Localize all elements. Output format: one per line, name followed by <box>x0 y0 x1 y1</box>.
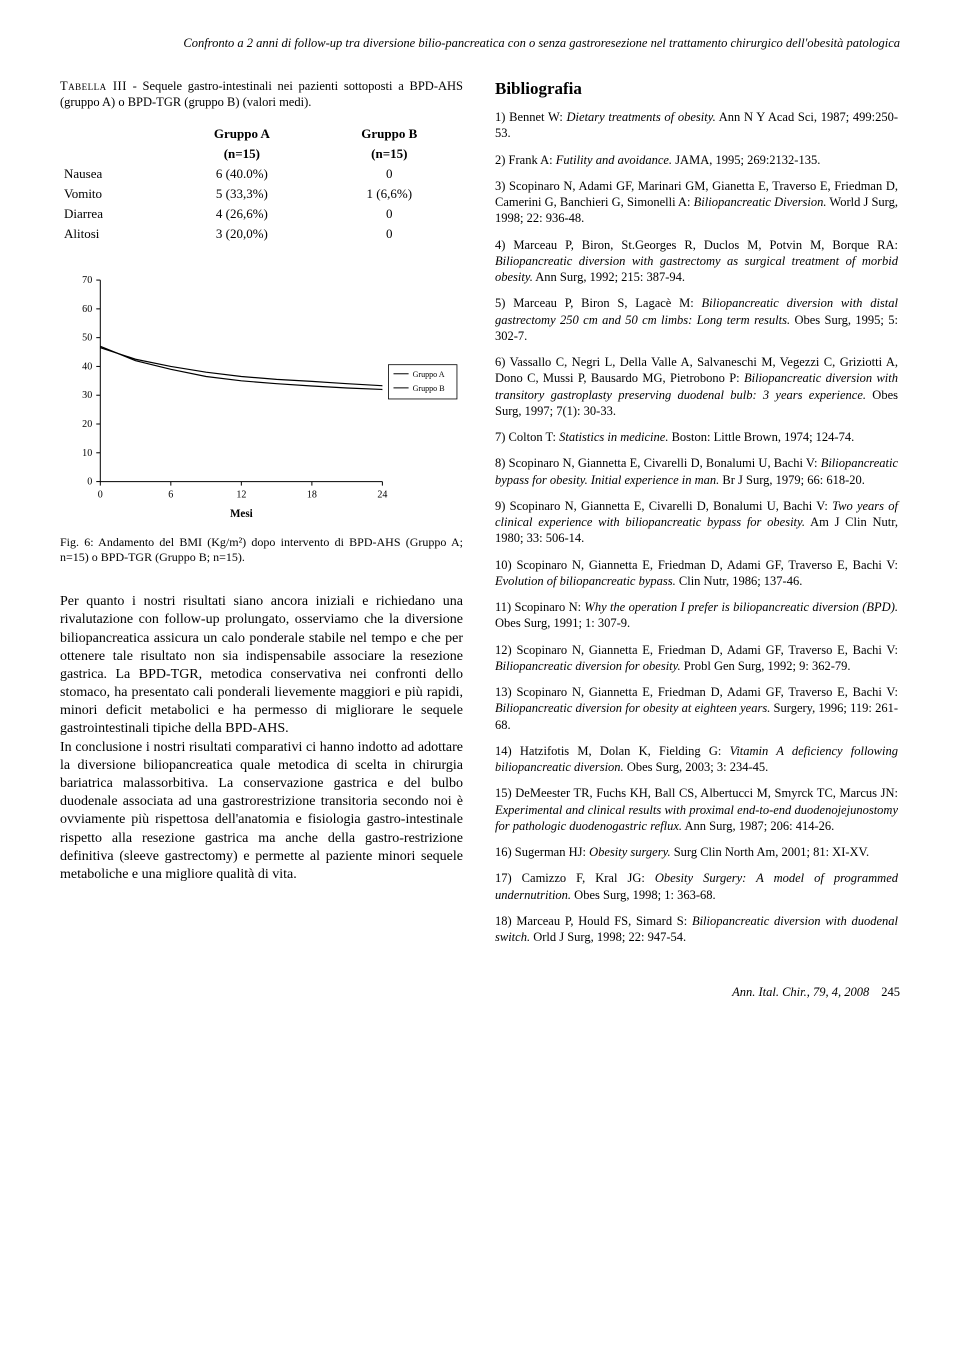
svg-text:70: 70 <box>82 275 92 286</box>
reference: 13) Scopinaro N, Giannetta E, Friedman D… <box>495 684 898 733</box>
footer-journal: Ann. Ital. Chir., 79, 4, 2008 <box>732 985 869 1000</box>
col-a-head: Gruppo A <box>214 126 270 141</box>
svg-text:6: 6 <box>168 490 173 501</box>
reference: 1) Bennet W: Dietary treatments of obesi… <box>495 109 898 142</box>
body-paragraph: Per quanto i nostri risultati siano anco… <box>60 593 463 884</box>
footer-page-number: 245 <box>881 985 900 1000</box>
reference: 10) Scopinaro N, Giannetta E, Friedman D… <box>495 557 898 590</box>
svg-text:24: 24 <box>377 490 387 501</box>
svg-text:10: 10 <box>82 448 92 459</box>
svg-text:Mesi: Mesi <box>230 508 253 520</box>
svg-text:50: 50 <box>82 333 92 344</box>
svg-text:Gruppo B: Gruppo B <box>413 384 445 393</box>
table-sequele: Gruppo A Gruppo B (n=15) (n=15) Nausea6 … <box>60 120 463 244</box>
table-number: Tabella III <box>60 79 127 93</box>
svg-text:40: 40 <box>82 362 92 373</box>
reference: 3) Scopinaro N, Adami GF, Marinari GM, G… <box>495 178 898 227</box>
svg-text:30: 30 <box>82 390 92 401</box>
figure-caption: Fig. 6: Andamento del BMI (Kg/m²) dopo i… <box>60 535 463 565</box>
reference: 8) Scopinaro N, Giannetta E, Civarelli D… <box>495 455 898 488</box>
table-row: Alitosi3 (20,0%)0 <box>60 224 463 244</box>
svg-text:12: 12 <box>236 490 246 501</box>
col-a-sub: (n=15) <box>224 146 260 161</box>
reference: 14) Hatzifotis M, Dolan K, Fielding G: V… <box>495 743 898 776</box>
bmi-chart: 0 10 20 30 40 50 60 70 0 6 12 18 24 Mesi Gruppo A Grupp… <box>60 270 463 527</box>
col-b-sub: (n=15) <box>371 146 407 161</box>
reference: 5) Marceau P, Biron S, Lagacè M: Biliopa… <box>495 295 898 344</box>
svg-text:0: 0 <box>98 490 103 501</box>
svg-text:60: 60 <box>82 304 92 315</box>
reference: 4) Marceau P, Biron, St.Georges R, Duclo… <box>495 237 898 286</box>
svg-text:Gruppo A: Gruppo A <box>413 370 445 379</box>
bibliography-heading: Bibliografia <box>495 79 898 99</box>
reference: 2) Frank A: Futility and avoidance. JAMA… <box>495 152 898 168</box>
reference: 6) Vassallo C, Negri L, Della Valle A, S… <box>495 354 898 419</box>
reference: 18) Marceau P, Hould FS, Simard S: Bilio… <box>495 913 898 946</box>
svg-text:0: 0 <box>87 477 92 488</box>
svg-text:18: 18 <box>307 490 317 501</box>
reference: 9) Scopinaro N, Giannetta E, Civarelli D… <box>495 498 898 547</box>
reference: 12) Scopinaro N, Giannetta E, Friedman D… <box>495 642 898 675</box>
reference: 11) Scopinaro N: Why the operation I pre… <box>495 599 898 632</box>
table-row: Diarrea4 (26,6%)0 <box>60 204 463 224</box>
table-row: Vomito5 (33,3%)1 (6,6%) <box>60 184 463 204</box>
reference: 15) DeMeester TR, Fuchs KH, Ball CS, Alb… <box>495 785 898 834</box>
svg-text:20: 20 <box>82 419 92 430</box>
col-b-head: Gruppo B <box>361 126 417 141</box>
table-row: Nausea6 (40.0%)0 <box>60 164 463 184</box>
reference: 7) Colton T: Statistics in medicine. Bos… <box>495 429 898 445</box>
page-footer: Ann. Ital. Chir., 79, 4, 2008 245 <box>60 985 900 1000</box>
running-head: Confronto a 2 anni di follow-up tra dive… <box>60 36 900 51</box>
table-caption: Tabella III - Sequele gastro-intestinali… <box>60 79 463 110</box>
reference: 16) Sugerman HJ: Obesity surgery. Surg C… <box>495 844 898 860</box>
reference: 17) Camizzo F, Kral JG: Obesity Surgery:… <box>495 870 898 903</box>
